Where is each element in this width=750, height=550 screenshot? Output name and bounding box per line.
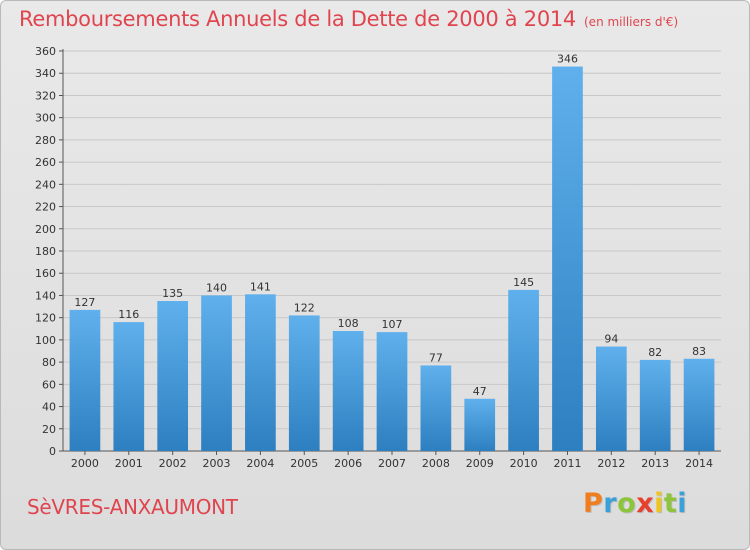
y-tick-label: 0	[49, 445, 56, 458]
chart-title: Remboursements Annuels de la Dette de 20…	[19, 7, 678, 31]
logo-letter: i	[654, 488, 664, 519]
y-tick-label: 40	[42, 401, 56, 414]
x-tick-label: 2000	[71, 457, 99, 470]
data-label: 346	[557, 53, 578, 66]
bar	[288, 315, 320, 451]
y-tick-label: 20	[42, 423, 56, 436]
y-tick-label: 60	[42, 378, 56, 391]
data-labels: 127 116 135 140 141 122 108 107 77 47 145 346 94 82 83	[74, 53, 706, 398]
data-label: 145	[513, 276, 534, 289]
data-label: 82	[648, 346, 662, 359]
logo-letter: x	[636, 488, 655, 519]
y-tick-label: 340	[35, 67, 56, 80]
bar	[639, 359, 671, 451]
x-tick-label: 2007	[378, 457, 406, 470]
x-tick-label: 2002	[159, 457, 187, 470]
bar	[245, 294, 276, 451]
x-tick-label: 2004	[246, 457, 274, 470]
bar	[508, 289, 539, 451]
y-tick-label: 320	[35, 89, 56, 102]
logo-letter: i	[677, 488, 688, 519]
x-tick-label: 2014	[685, 457, 713, 470]
data-label: 94	[604, 333, 618, 346]
bar	[420, 365, 452, 451]
y-tick-label: 160	[35, 267, 56, 280]
y-tick-label: 140	[35, 289, 56, 302]
y-tick-label: 180	[35, 245, 56, 258]
y-tick-label: 360	[35, 45, 56, 58]
y-tick-label: 100	[35, 334, 56, 347]
data-label: 140	[206, 281, 227, 294]
y-tick-label: 280	[35, 134, 56, 147]
x-tick-label: 2001	[115, 457, 143, 470]
title-main: Remboursements Annuels de la Dette de 20…	[19, 7, 576, 31]
data-label: 127	[74, 296, 95, 309]
data-label: 47	[473, 385, 487, 398]
logo-letter: r	[603, 488, 618, 519]
bars	[69, 66, 715, 452]
proxiti-logo: Proxiti	[583, 488, 687, 519]
bar	[69, 309, 101, 451]
bar	[376, 332, 408, 451]
logo-letter: P	[583, 488, 604, 519]
bar	[464, 398, 496, 451]
data-label: 108	[338, 317, 359, 330]
x-tick-label: 2005	[290, 457, 318, 470]
title-unit: (en milliers d'€)	[584, 15, 679, 29]
bar-chart: 0 20 40 60 80 100 120 140 160 180 200 220 240 260 280 3…	[35, 45, 721, 470]
y-tick-label: 260	[35, 156, 56, 169]
bar	[595, 346, 627, 451]
x-tick-label: 2010	[510, 457, 538, 470]
y-tick-label: 80	[42, 356, 56, 369]
y-tick-label: 220	[35, 201, 56, 214]
bar	[332, 331, 364, 451]
bar	[113, 322, 145, 451]
data-label: 116	[118, 308, 139, 321]
x-tick-label: 2009	[466, 457, 494, 470]
x-tick-label: 2013	[641, 457, 669, 470]
x-tick-label: 2012	[597, 457, 625, 470]
x-tick-label: 2008	[422, 457, 450, 470]
y-tick-label: 240	[35, 178, 56, 191]
logo-letter: o	[617, 488, 637, 519]
bar	[683, 358, 715, 451]
x-tick-label: 2006	[334, 457, 362, 470]
data-label: 141	[250, 280, 271, 293]
y-tick-label: 300	[35, 112, 56, 125]
data-label: 122	[294, 301, 315, 314]
bar	[552, 66, 583, 452]
data-label: 135	[162, 287, 183, 300]
data-label: 83	[692, 345, 706, 358]
bar	[157, 301, 189, 451]
x-tick-label: 2003	[203, 457, 231, 470]
y-tick-label: 200	[35, 223, 56, 236]
city-name: SèVRES-ANXAUMONT	[27, 495, 238, 519]
logo-letter: t	[663, 488, 678, 519]
bar	[201, 295, 232, 451]
y-tick-label: 120	[35, 312, 56, 325]
data-label: 77	[429, 351, 443, 364]
x-tick-label: 2011	[553, 457, 581, 470]
data-label: 107	[382, 318, 403, 331]
